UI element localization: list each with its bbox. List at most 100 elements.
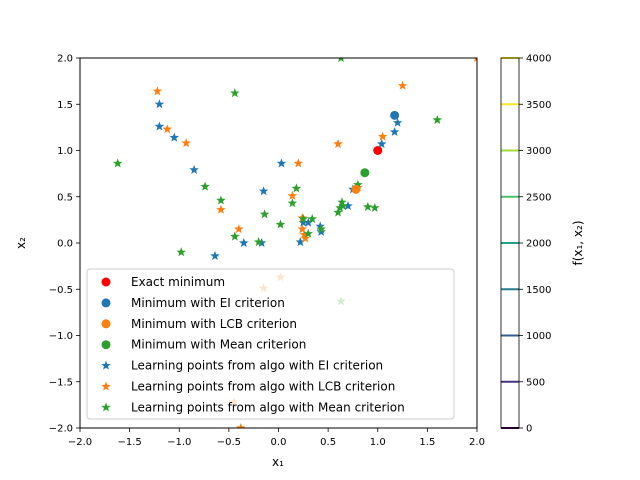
series-5-point-16	[378, 131, 388, 141]
colorbar-label: f(x₁, x₂)	[571, 220, 585, 265]
x-tick-label-4: 0.0	[271, 437, 287, 448]
x-tick-label-5: 0.5	[320, 437, 336, 448]
series-5-point-4	[216, 204, 226, 214]
legend-marker-0	[101, 277, 111, 287]
colorbar-tick-label-7: 3500	[526, 100, 551, 111]
series-4-point-14	[343, 201, 353, 210]
series-6-point-22	[432, 115, 443, 124]
colorbar: 0 500 1000 1500 2000 2500 3000 3500 4000	[500, 54, 551, 435]
series-4-point-18	[392, 117, 403, 127]
series-5-point-13	[300, 233, 311, 243]
colorbar-tick-label-1: 500	[526, 377, 545, 388]
series-4-point-2	[169, 132, 179, 142]
legend-label-6: Learning points from algo with Mean crit…	[131, 400, 405, 414]
colorbar-tick-label-5: 2500	[526, 192, 551, 203]
y-tick-label-6: 1.0	[57, 146, 73, 157]
legend-marker-5	[101, 381, 111, 391]
series-5-point-2	[181, 138, 191, 148]
colorbar-tick-label-6: 3000	[526, 146, 551, 157]
series-4-point-11	[303, 217, 313, 227]
colorbar-tick-label-0: 0	[526, 424, 532, 435]
legend-label-2: Minimum with LCB criterion	[131, 317, 297, 331]
series-1-point-0	[390, 110, 400, 120]
series-6-point-1	[176, 247, 186, 257]
series-4-point-5	[239, 238, 249, 247]
x-tick-label-1: −1.5	[117, 437, 141, 448]
series-6-point-21	[370, 202, 380, 212]
series-6-point-7	[259, 209, 270, 219]
series-6-point-3	[216, 195, 226, 205]
colorbar-tick-label-4: 2000	[526, 239, 551, 250]
series-5-point-12	[299, 229, 310, 239]
x-tick-label-6: 1.0	[370, 437, 386, 448]
series-2-point-0	[351, 184, 361, 194]
y-axis-label: x₂	[14, 237, 28, 249]
series-4-point-16	[377, 139, 387, 149]
series-4-point-0	[154, 99, 165, 109]
y-tick-label-4: 0.0	[57, 239, 73, 250]
legend-label-5: Learning points from algo with LCB crite…	[131, 380, 395, 394]
series-4-point-4	[210, 251, 220, 260]
series-6-point-18	[338, 201, 348, 210]
y-tick-label-2: −1.0	[49, 331, 73, 342]
series-4-point-17	[389, 127, 400, 136]
y-tick-label-0: −2.0	[49, 424, 73, 435]
y-tick-label-5: 0.5	[57, 192, 73, 203]
legend-label-1: Minimum with EI criterion	[131, 296, 285, 310]
series-6-point-9	[287, 198, 298, 208]
series-6-point-12	[303, 228, 313, 238]
series-6-point-8	[275, 219, 286, 229]
legend-marker-2	[101, 319, 111, 329]
y-tick-label-7: 1.5	[57, 100, 73, 111]
series-6-point-2	[200, 181, 210, 191]
series-5-point-14	[333, 139, 343, 149]
x-tick-label-0: −2.0	[68, 437, 92, 448]
colorbar-tick-label-2: 1000	[526, 331, 551, 342]
series-6-point-17	[337, 197, 347, 207]
legend-label-0: Exact minimum	[131, 275, 225, 289]
series-4-point-12	[315, 221, 325, 231]
legend-marker-4	[101, 360, 111, 370]
series-6-point-0	[113, 158, 123, 168]
y-tick-label-1: −1.5	[49, 377, 73, 388]
legend-marker-1	[101, 298, 111, 308]
x-tick-label-8: 2.0	[469, 437, 485, 448]
series-6-point-11	[298, 214, 309, 223]
series-6-point-23	[338, 58, 344, 62]
x-tick-label-3: −0.5	[217, 437, 241, 448]
series-4-point-3	[189, 164, 199, 174]
y-axis: −2.0 −1.5 −1.0 −0.5 0.0 0.5 1.0 1.5 2.0	[49, 54, 80, 435]
series-4-point-1	[154, 121, 165, 131]
series-5-point-8	[287, 190, 298, 200]
x-tick-label-2: −1.0	[167, 437, 191, 448]
series-5-point-18	[236, 423, 246, 428]
series-6-point-15	[333, 207, 343, 217]
series-6-point-10	[291, 183, 302, 193]
series-5-point-19	[474, 58, 477, 62]
series-6-point-4	[230, 88, 240, 98]
x-axis: −2.0 −1.5 −1.0 −0.5 0.0 0.5 1.0 1.5 2.0	[68, 428, 485, 448]
series-6-point-20	[363, 201, 373, 211]
series-4-point-10	[298, 217, 309, 227]
colorbar-frame	[500, 57, 520, 429]
series-5-point-9	[293, 158, 304, 168]
series-4-point-7	[276, 158, 287, 168]
y-tick-label-8: 2.0	[57, 54, 73, 65]
legend-marker-6	[101, 402, 111, 412]
legend-label-4: Learning points from algo with EI criter…	[131, 359, 383, 373]
legend: Exact minimum Minimum with EI criterion Mi…	[86, 268, 455, 420]
series-0-point-0	[373, 146, 383, 155]
series-4-point-9	[295, 237, 306, 247]
series-3-point-0	[360, 168, 370, 178]
y-tick-label-3: −0.5	[49, 285, 73, 296]
x-axis-label: x₁	[272, 455, 284, 469]
series-4-point-8	[256, 238, 267, 247]
legend-label-3: Minimum with Mean criterion	[131, 338, 306, 352]
series-5-point-11	[297, 224, 308, 234]
series-6-point-6	[253, 237, 264, 247]
series-6-point-14	[316, 224, 326, 234]
series-5-point-1	[162, 124, 173, 134]
series-4-point-6	[258, 186, 269, 196]
